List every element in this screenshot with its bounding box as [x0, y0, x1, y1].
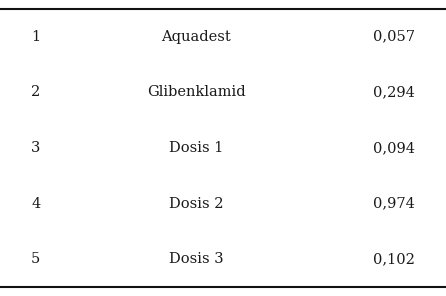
Text: 5: 5 [31, 252, 41, 266]
Text: Glibenklamid: Glibenklamid [147, 85, 246, 99]
Text: 1: 1 [31, 30, 40, 44]
Text: 0,057: 0,057 [373, 30, 415, 44]
Text: 0,094: 0,094 [373, 141, 415, 155]
Text: 0,974: 0,974 [373, 197, 415, 211]
Text: Aquadest: Aquadest [161, 30, 231, 44]
Text: Dosis 2: Dosis 2 [169, 197, 223, 211]
Text: 0,294: 0,294 [373, 85, 415, 99]
Text: 3: 3 [31, 141, 41, 155]
Text: Dosis 3: Dosis 3 [169, 252, 223, 266]
Text: 4: 4 [31, 197, 41, 211]
Text: 2: 2 [31, 85, 41, 99]
Text: Dosis 1: Dosis 1 [169, 141, 223, 155]
Text: 0,102: 0,102 [373, 252, 415, 266]
